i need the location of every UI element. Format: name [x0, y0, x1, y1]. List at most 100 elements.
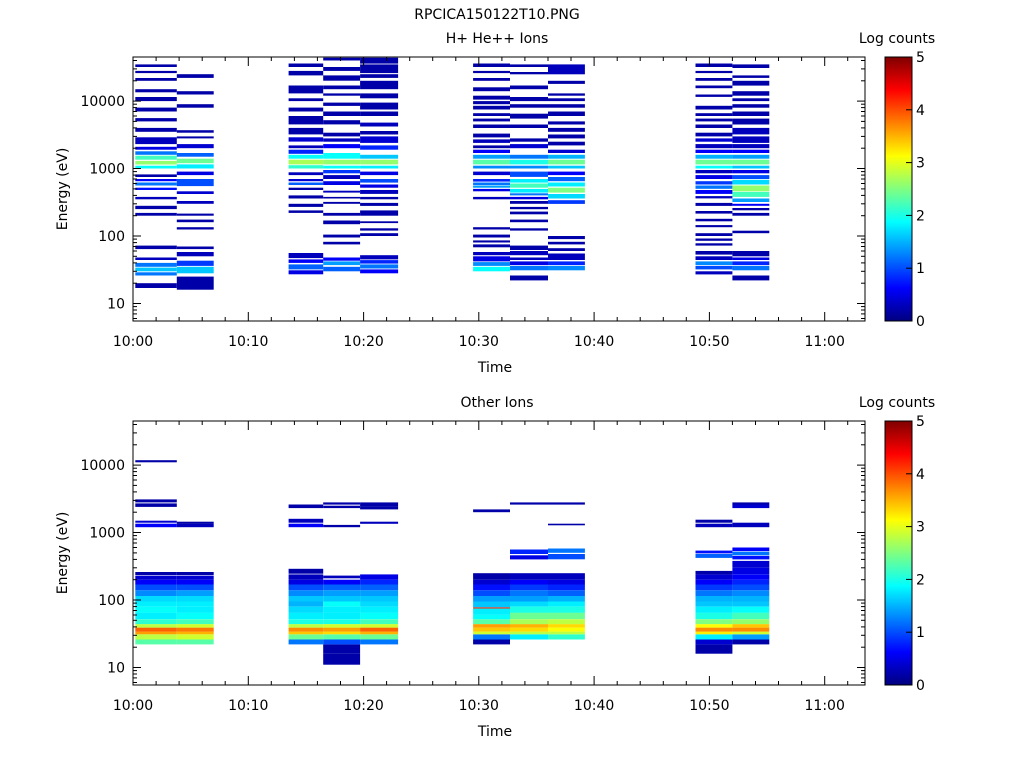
heatmap-cell [695, 181, 733, 185]
heatmap-cell [473, 149, 510, 153]
heatmap-cell [732, 567, 770, 575]
heatmap-cell [473, 573, 510, 580]
heatmap-cell [695, 570, 733, 575]
y-tick-label: 10000 [80, 458, 125, 474]
heatmap-cell [732, 198, 770, 202]
heatmap-cell [695, 554, 733, 558]
heatmap-cell [473, 182, 510, 185]
heatmap-cell [176, 227, 214, 230]
colorbar-tick-label: 3 [916, 520, 925, 536]
heatmap-cell [323, 138, 361, 142]
heatmap-cell [473, 124, 510, 128]
heatmap-cell [288, 518, 324, 523]
heatmap-cell [695, 550, 733, 554]
heatmap-cell [732, 165, 770, 169]
heatmap-cell [135, 196, 177, 200]
heatmap-cell [548, 154, 585, 159]
heatmap-cell [360, 131, 399, 135]
heatmap-cell [135, 205, 177, 210]
heatmap-cell [695, 154, 733, 159]
heatmap-cell [288, 253, 324, 259]
heatmap-cell [510, 624, 548, 628]
heatmap-cell [473, 133, 510, 138]
heatmap-cell [288, 107, 324, 112]
heatmap-cell [473, 154, 510, 159]
heatmap-cell [176, 191, 214, 194]
heatmap-cell [510, 144, 548, 149]
heatmap-cell [732, 619, 770, 625]
heatmap-cell [732, 627, 770, 632]
figure-title: RPCICA150122T10.PNG [414, 7, 579, 23]
heatmap-cell [360, 145, 399, 150]
heatmap-cell [510, 228, 548, 231]
colorbar-tick-label: 5 [916, 50, 925, 66]
heatmap-cell [732, 584, 770, 591]
heatmap-cell [323, 165, 361, 169]
heatmap-cell [135, 460, 177, 463]
heatmap-cell [695, 251, 733, 255]
x-tick-label: 10:50 [689, 698, 729, 714]
x-tick-label: 10:20 [343, 334, 383, 350]
heatmap-cell [360, 624, 399, 628]
heatmap-cell [323, 257, 361, 261]
heatmap-cell [510, 590, 548, 596]
heatmap-cell [548, 177, 585, 182]
heatmap-cell [176, 260, 214, 266]
heatmap-cell [473, 590, 510, 596]
heatmap-cell [323, 584, 361, 591]
heatmap-cell [473, 266, 510, 272]
heatmap-cell [732, 175, 770, 179]
heatmap-cell [360, 584, 399, 591]
x-tick-label: 10:10 [228, 698, 268, 714]
heatmap-cell [695, 523, 733, 528]
heatmap-cell [548, 171, 585, 176]
heatmap-cell [732, 230, 770, 234]
heatmap-cell [695, 631, 733, 635]
y-tick-label: 10 [107, 661, 125, 677]
heatmap-cell [288, 187, 324, 190]
heatmap-cell [732, 504, 770, 509]
heatmap-cell [695, 170, 733, 174]
heatmap-cell [548, 182, 585, 187]
x-axis-label: Time [477, 724, 512, 740]
heatmap-cell [548, 523, 585, 526]
heatmap-cell [473, 579, 510, 585]
heatmap-cell [360, 111, 399, 116]
heatmap-cell [360, 590, 399, 596]
heatmap-cell [288, 159, 324, 165]
heatmap-cell [323, 631, 361, 635]
y-tick-label: 10000 [80, 94, 125, 110]
heatmap-cell [288, 137, 324, 142]
heatmap-cell [323, 261, 361, 266]
heatmap-cell [323, 196, 361, 199]
heatmap-cell [288, 270, 324, 275]
heatmap-cell [732, 75, 770, 78]
heatmap-cell [288, 70, 324, 76]
heatmap-cell [732, 127, 770, 135]
heatmap-cell [176, 130, 214, 133]
x-tick-label: 10:40 [574, 334, 614, 350]
heatmap-cell [176, 601, 214, 607]
heatmap-cell [695, 113, 733, 116]
heatmap-cell [510, 619, 548, 625]
heatmap-cell [135, 520, 177, 523]
heatmap-cell [323, 120, 361, 125]
heatmap-cell [473, 240, 510, 243]
heatmap-cell [732, 80, 770, 86]
heatmap-cell [288, 595, 324, 602]
heatmap-cell [510, 165, 548, 169]
heatmap-cell [473, 185, 510, 188]
heatmap-cell [323, 575, 361, 579]
heatmap-cell [323, 67, 361, 71]
heatmap-cell [548, 248, 585, 251]
heatmap-cell [323, 159, 361, 165]
heatmap-cell [473, 631, 510, 635]
heatmap-cell [732, 634, 770, 640]
heatmap-cell [360, 255, 399, 260]
heatmap-cell [510, 502, 548, 505]
heatmap-cell [548, 612, 585, 620]
heatmap-cell [360, 122, 399, 127]
heatmap-cell [323, 601, 361, 607]
heatmap-cell [323, 234, 361, 238]
heatmap-cell [360, 260, 399, 264]
